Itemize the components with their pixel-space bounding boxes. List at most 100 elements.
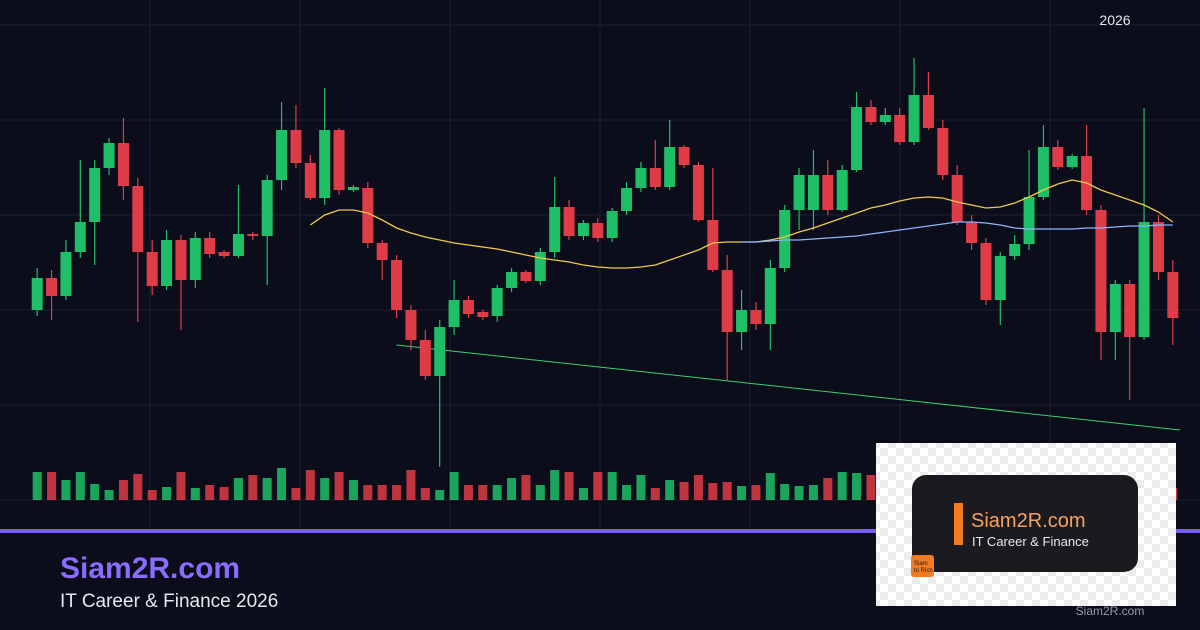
volume-bar <box>334 472 344 500</box>
candle-body <box>146 252 158 286</box>
divider <box>0 529 1200 533</box>
volume-bar <box>550 470 560 500</box>
volume-bar <box>765 473 775 500</box>
volume-bar <box>564 472 574 500</box>
candle-body <box>994 256 1006 300</box>
candle-body <box>1109 284 1121 332</box>
volume-bar <box>593 472 603 500</box>
logo-title: Siam2R.com <box>971 510 1085 532</box>
volume-bar <box>737 486 747 500</box>
candle-body <box>592 223 604 238</box>
volume-bar <box>622 485 632 500</box>
volume-bar <box>665 480 675 500</box>
volume-bar <box>277 468 287 500</box>
candle-body <box>477 312 489 317</box>
volume-bar <box>708 483 718 500</box>
candle-body <box>204 238 216 254</box>
candle-body <box>74 222 86 252</box>
volume-bar <box>693 475 703 500</box>
candle-body <box>434 327 446 376</box>
candle-body <box>103 143 115 168</box>
candle-body <box>60 252 72 296</box>
candle-body <box>1152 222 1164 272</box>
volume-bar <box>406 470 416 500</box>
volume-bar <box>348 480 358 500</box>
candle-body <box>1138 222 1150 337</box>
logo: Siam2R.com IT Career & Finance Siam to R… <box>876 443 1176 618</box>
logo-bar <box>954 503 963 545</box>
volume-bar <box>61 480 71 500</box>
candle-body <box>980 243 992 300</box>
logo-badge <box>911 555 934 577</box>
volume-bar <box>104 490 114 500</box>
volume-bar <box>90 484 100 500</box>
volume-bar <box>219 487 229 500</box>
candle-body <box>391 260 403 310</box>
volume-bar <box>866 475 876 500</box>
volume-bar <box>32 472 42 500</box>
candle-body <box>621 188 633 211</box>
volume-bar <box>305 470 315 500</box>
volume-bar <box>636 475 646 500</box>
candle-body <box>46 278 58 296</box>
candle-body <box>276 130 288 180</box>
volume-bar <box>837 472 847 500</box>
volume-bar <box>463 485 473 500</box>
candle-body <box>1066 156 1078 167</box>
volume-bar <box>808 485 818 500</box>
logo-badge-text: to Rich <box>914 568 933 574</box>
volume-bar <box>147 490 157 500</box>
candle-body <box>534 252 546 281</box>
candle-body <box>736 310 748 332</box>
candle-body <box>462 300 474 314</box>
candle-body <box>175 240 187 280</box>
candle-body <box>635 168 647 188</box>
candle-body <box>721 270 733 332</box>
grid <box>0 0 1200 530</box>
year-label: 2026 <box>1099 12 1130 28</box>
volume-bar <box>852 473 862 500</box>
candle-body <box>966 222 978 243</box>
candle-body <box>908 95 920 142</box>
volume-bar <box>435 490 445 500</box>
line <box>741 221 1173 243</box>
volume-bar <box>507 478 517 500</box>
volume-bar <box>823 478 833 500</box>
candle-body <box>894 115 906 142</box>
candle-body <box>750 310 762 324</box>
logo-card <box>912 475 1138 572</box>
candle-body <box>879 115 891 122</box>
candle-body <box>851 107 863 170</box>
candle-body <box>779 210 791 268</box>
candle-body <box>161 240 173 286</box>
volume-bar <box>794 486 804 500</box>
candle-body <box>89 168 101 222</box>
candle-body <box>333 130 345 190</box>
candle-body <box>405 310 417 340</box>
candle-body <box>362 188 374 243</box>
volume-bar <box>521 475 531 500</box>
candle-body <box>132 186 144 252</box>
candle-body <box>793 175 805 210</box>
volume-bar <box>377 485 387 500</box>
candle-body <box>577 223 589 236</box>
line <box>396 344 1181 431</box>
candle-body <box>1023 197 1035 244</box>
volume-bar <box>291 488 301 500</box>
candle-body <box>664 147 676 187</box>
volume-bar <box>176 472 186 500</box>
volume-bar <box>751 485 761 500</box>
volume-bar <box>478 485 488 500</box>
volume-bar <box>607 472 617 500</box>
candle-body <box>347 187 359 190</box>
candle-body <box>549 207 561 252</box>
candle-body <box>692 165 704 220</box>
candle-body <box>951 175 963 222</box>
volume-bar <box>75 472 85 500</box>
candle-body <box>218 252 230 256</box>
volume-bar <box>118 480 128 500</box>
candle-body <box>1124 284 1136 337</box>
volume-bar <box>262 478 272 500</box>
